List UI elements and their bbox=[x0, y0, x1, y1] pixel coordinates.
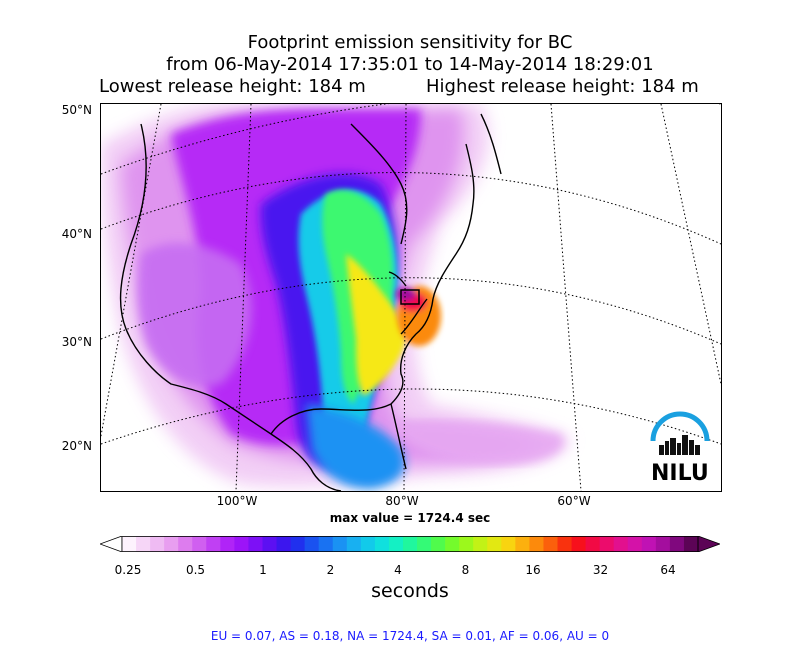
colorbar-segment bbox=[669, 536, 685, 552]
colorbar-segment bbox=[360, 536, 376, 552]
colorbar-over-arrow bbox=[697, 535, 722, 553]
colorbar-tick-label: 32 bbox=[592, 563, 609, 577]
colorbar-graphic bbox=[98, 535, 722, 553]
colorbar-segment bbox=[641, 536, 657, 552]
title-line-1: Footprint emission sensitivity for BC bbox=[247, 32, 573, 53]
lat-label-30n: 30°N bbox=[61, 335, 92, 349]
colorbar-segment bbox=[529, 536, 544, 552]
colorbar-segment bbox=[374, 536, 390, 552]
release-point-marker bbox=[400, 289, 420, 305]
colorbar-segment bbox=[473, 536, 488, 552]
colorbar-segment bbox=[571, 536, 587, 552]
colorbar-tick-label: 64 bbox=[660, 563, 676, 577]
colorbar-segment bbox=[459, 536, 474, 552]
colorbar-tick-label: 0.5 bbox=[185, 563, 206, 577]
colorbar-segment bbox=[234, 536, 249, 552]
graticule bbox=[101, 104, 721, 491]
colorbar-segment bbox=[402, 536, 418, 552]
colorbar-segment bbox=[585, 536, 601, 552]
lon-label-80w: 80°W bbox=[385, 494, 419, 508]
colorbar-segment bbox=[557, 536, 573, 552]
colorbar-segment bbox=[431, 536, 446, 552]
colorbar-segment bbox=[655, 536, 671, 552]
colorbar-segment bbox=[318, 536, 334, 552]
colorbar-segment bbox=[220, 536, 235, 552]
lon-label-100w: 100°W bbox=[216, 494, 258, 508]
colorbar-segment bbox=[290, 536, 306, 552]
footprint-map: NILU bbox=[100, 103, 722, 492]
colorbar-tick-label: 0.25 bbox=[114, 563, 142, 577]
map-canvas bbox=[101, 104, 721, 491]
colorbar-tick-label: 4 bbox=[394, 563, 402, 577]
colorbar-segment bbox=[206, 536, 221, 552]
colorbar-unit: seconds bbox=[371, 580, 449, 602]
colorbar-under-arrow bbox=[98, 535, 123, 553]
colorbar bbox=[98, 535, 722, 553]
colorbar-segment bbox=[501, 536, 516, 552]
coastlines bbox=[119, 113, 502, 491]
colorbar-tick-label: 2 bbox=[326, 563, 335, 577]
colorbar-segment bbox=[487, 536, 502, 552]
colorbar-tick-label: 1 bbox=[259, 563, 267, 577]
colorbar-segment bbox=[276, 536, 292, 552]
lat-label-40n: 40°N bbox=[61, 227, 92, 241]
colorbar-frame bbox=[121, 536, 699, 552]
colorbar-segment bbox=[417, 536, 432, 552]
title-date-range: from 06-May-2014 17:35:01 to 14-May-2014… bbox=[166, 54, 654, 75]
nilu-logo-text: NILU bbox=[651, 461, 709, 486]
max-value-label: max value = 1724.4 sec bbox=[329, 511, 491, 525]
colorbar-segment bbox=[332, 536, 348, 552]
colorbar-tick-label: 8 bbox=[461, 563, 470, 577]
lowest-release-height: Lowest release height: 184 m bbox=[99, 76, 366, 97]
highest-release-height: Highest release height: 184 m bbox=[426, 76, 699, 97]
lon-label-60w: 60°W bbox=[557, 494, 591, 508]
colorbar-segment bbox=[599, 536, 615, 552]
colorbar-segment bbox=[683, 536, 699, 552]
lat-label-50n: 50°N bbox=[61, 103, 92, 117]
colorbar-segment bbox=[304, 536, 320, 552]
nilu-logo: NILU bbox=[645, 411, 715, 487]
colorbar-segment bbox=[164, 536, 179, 552]
colorbar-tick-label: 16 bbox=[525, 563, 541, 577]
colorbar-segment bbox=[346, 536, 362, 552]
colorbar-segment bbox=[445, 536, 460, 552]
colorbar-segment bbox=[543, 536, 559, 552]
colorbar-segment bbox=[262, 536, 278, 552]
nilu-logo-graphic bbox=[650, 411, 710, 455]
colorbar-segment bbox=[192, 536, 207, 552]
colorbar-segment bbox=[388, 536, 404, 552]
colorbar-segment bbox=[136, 536, 151, 552]
lat-label-20n: 20°N bbox=[61, 439, 92, 453]
colorbar-segment bbox=[122, 536, 137, 552]
sensitivity-field bbox=[101, 104, 571, 489]
colorbar-segment bbox=[248, 536, 263, 552]
region-stats: EU = 0.07, AS = 0.18, NA = 1724.4, SA = … bbox=[210, 629, 610, 643]
colorbar-segment bbox=[178, 536, 193, 552]
colorbar-segment bbox=[150, 536, 165, 552]
colorbar-segment bbox=[613, 536, 629, 552]
colorbar-segment bbox=[627, 536, 643, 552]
colorbar-segment bbox=[515, 536, 530, 552]
